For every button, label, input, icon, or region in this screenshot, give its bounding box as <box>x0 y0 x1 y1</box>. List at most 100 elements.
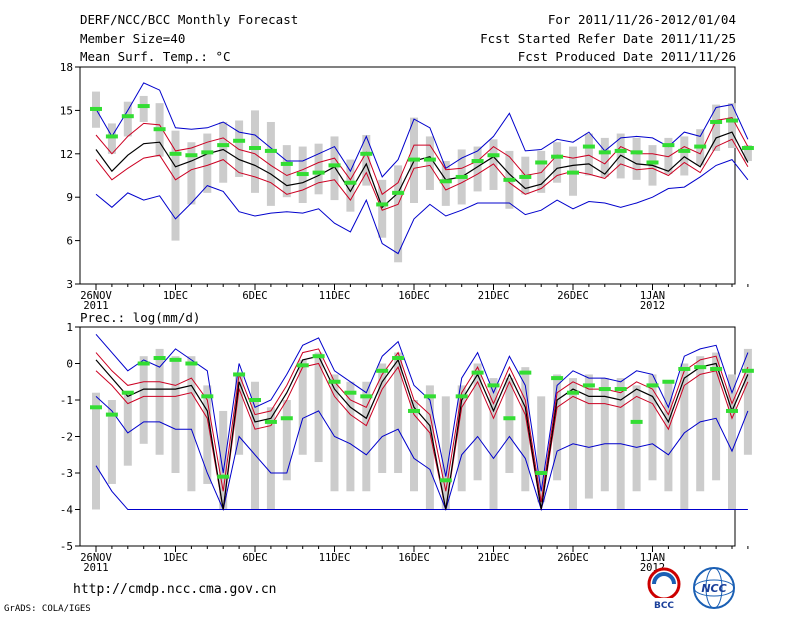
precip-climatology-mark <box>296 363 309 368</box>
precip-x-tick-label: 1JAN <box>640 552 665 564</box>
precip-x-tick-label: 16DEC <box>398 552 430 564</box>
ncc-logo-text: NCC <box>701 582 726 595</box>
temp-climatology-mark <box>121 114 134 119</box>
temp-climatology-mark <box>408 157 420 162</box>
precip-spread-box <box>378 363 387 473</box>
temp-climatology-mark <box>233 138 246 143</box>
agency-logos: BCC NCC <box>647 567 735 611</box>
temp-climatology-mark <box>487 153 500 158</box>
precip-y-tick-label: -1 <box>60 394 73 407</box>
precip-spread-box <box>680 363 689 510</box>
temp-spread-box <box>123 101 132 137</box>
precip-x-tick-label: 26NOV <box>80 552 112 564</box>
forecast-period: For 2011/11/26-2012/01/04 <box>547 12 736 27</box>
precip-climatology-mark <box>487 383 500 388</box>
temp-climatology-mark <box>392 190 405 195</box>
temp-y-tick-label: 6 <box>66 235 73 248</box>
precip-y-tick-label: -5 <box>60 540 73 553</box>
temp-climatology-mark <box>694 144 707 149</box>
produced-date: Fcst Produced Date 2011/11/26 <box>517 49 736 64</box>
precip-spread-box <box>728 374 736 510</box>
precip-spread-box <box>107 400 116 484</box>
grads-credit: GrADS: COLA/IGES <box>4 604 91 614</box>
precip-climatology-mark <box>312 354 325 359</box>
precip-spread-box <box>330 374 339 492</box>
bcc-logo: BCC <box>647 567 681 611</box>
precip-spread-box <box>712 352 721 481</box>
temp-x-year-label: 2011 <box>83 300 108 312</box>
temp-climatology-mark <box>614 148 627 153</box>
temp-x-tick-label: 1JAN <box>640 290 665 302</box>
precip-climatology-mark <box>328 379 341 384</box>
temp-line-max <box>95 82 749 178</box>
temp-spread-box <box>473 146 482 192</box>
precip-climatology-mark <box>153 356 166 361</box>
temp-climatology-mark <box>360 151 373 156</box>
temp-spread-box <box>187 142 196 205</box>
precip-climatology-mark <box>694 365 707 370</box>
precip-climatology-mark <box>201 394 214 399</box>
temp-spread-box <box>600 137 609 177</box>
precip-climatology-mark <box>503 416 516 421</box>
temp-climatology-mark <box>137 104 150 109</box>
temp-spread-box <box>553 142 562 183</box>
temp-x-tick-label: 21DEC <box>478 290 510 302</box>
precip-x-tick-label: 21DEC <box>478 552 510 564</box>
precip-x-tick-label: 26DEC <box>557 552 589 564</box>
precip-climatology-mark <box>137 361 150 366</box>
precip-spread-box <box>425 385 434 510</box>
precip-spread-box <box>696 356 705 492</box>
temp-line-mean <box>95 131 749 209</box>
member-size: Member Size=40 <box>80 31 186 46</box>
temp-climatology-mark <box>678 148 691 153</box>
temp-spread-box <box>235 120 244 177</box>
precip-spread-box <box>266 407 275 510</box>
temp-spread-box <box>139 95 148 122</box>
footer-url[interactable]: http://cmdp.ncc.cma.gov.cn <box>73 582 277 597</box>
precip-line-max <box>95 333 749 492</box>
temp-spread-box <box>314 143 323 195</box>
precip-climatology-mark <box>646 383 659 388</box>
precip-climatology-mark <box>598 387 611 392</box>
temp-climatology-mark <box>646 160 659 165</box>
precip-x-tick-label: 11DEC <box>319 552 351 564</box>
precip-line-mean <box>95 355 749 510</box>
temp-spread-box <box>441 161 450 206</box>
precip-spread-box <box>743 348 752 455</box>
temp-climatology-mark <box>90 106 102 111</box>
precip-spread-box <box>298 359 307 455</box>
precip-climatology-mark <box>630 419 643 424</box>
precip-line-lower <box>95 362 749 510</box>
precip-spread-box <box>489 378 498 510</box>
precip-climatology-mark <box>662 379 675 384</box>
precip-climatology-mark <box>233 372 246 377</box>
precip-climatology-mark <box>551 376 564 381</box>
precip-spread-box <box>521 367 530 492</box>
temp-x-tick-label: 26NOV <box>80 290 112 302</box>
precip-line-min <box>95 396 749 512</box>
precip-climatology-mark <box>376 368 389 373</box>
temp-spread-box <box>282 145 291 198</box>
temp-climatology-mark <box>471 159 484 164</box>
temp-plot-frame <box>79 66 736 285</box>
temp-spread-box <box>346 159 355 212</box>
temp-spread-box <box>664 137 673 175</box>
precip-climatology-mark <box>439 478 452 483</box>
temp-line-lower <box>95 138 749 211</box>
precip-climatology-mark <box>121 390 134 395</box>
temp-climatology-mark <box>423 157 436 162</box>
temp-climatology-mark <box>328 163 341 168</box>
temp-climatology-mark <box>201 150 214 155</box>
precip-climatology-mark <box>582 383 595 388</box>
temp-spread-box <box>203 133 212 193</box>
precip-climatology-mark <box>408 408 420 413</box>
precip-spread-box <box>473 363 482 481</box>
precip-climatology-mark <box>741 368 754 373</box>
temp-climatology-mark <box>710 119 723 124</box>
precip-spread-box <box>282 400 291 481</box>
temp-climatology-mark <box>455 174 468 179</box>
temp-climatology-mark <box>249 146 261 151</box>
precip-spread-box <box>235 374 244 455</box>
temp-x-tick-label: 26DEC <box>557 290 589 302</box>
temp-spread-box <box>584 133 593 176</box>
